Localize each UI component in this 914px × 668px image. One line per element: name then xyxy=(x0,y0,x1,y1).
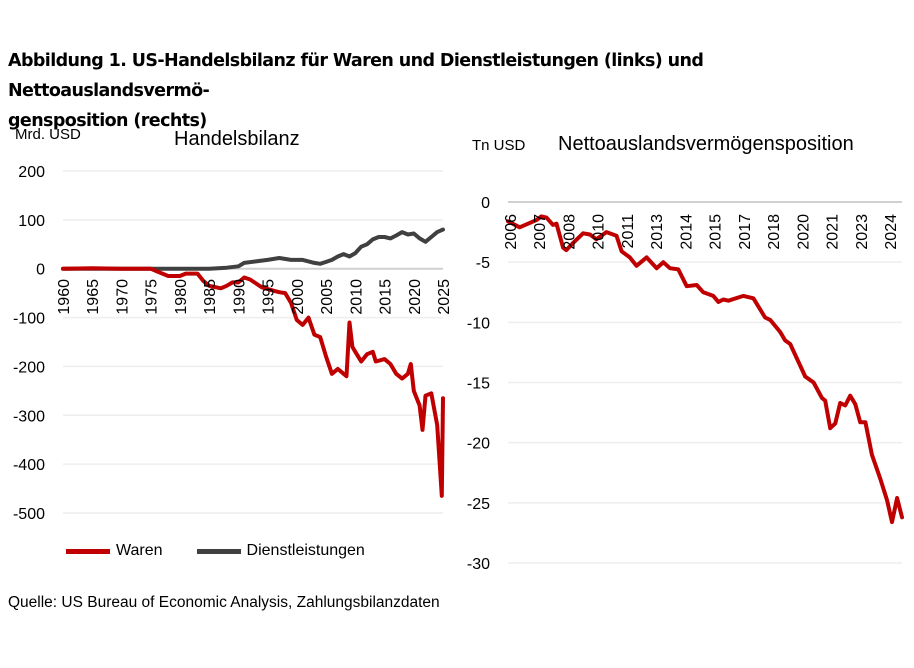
y-tick-label: -400 xyxy=(13,457,45,474)
x-tick-label: 2020 xyxy=(795,214,812,250)
left-legend: Waren Dienstleistungen xyxy=(66,542,399,560)
x-tick-label: 2010 xyxy=(591,214,608,250)
x-tick-label: 2015 xyxy=(708,214,725,250)
x-tick-label: 2010 xyxy=(348,279,365,315)
x-tick-label: 1985 xyxy=(202,279,219,315)
y-tick-label: -500 xyxy=(13,506,45,523)
figure-title-line-1: Abbildung 1. US-Handelsbilanz für Waren … xyxy=(8,51,704,101)
right-chart-title: Nettoauslandsvermögensposition xyxy=(558,133,854,155)
source-note: Quelle: US Bureau of Economic Analysis, … xyxy=(8,594,440,611)
y-tick-label: -30 xyxy=(467,556,490,573)
y-tick-label: -200 xyxy=(13,359,45,376)
legend-item-dienstleistungen: Dienstleistungen xyxy=(196,542,365,560)
series-line-nettoauslandsvermoegensposition xyxy=(506,214,904,525)
x-tick-label: 1975 xyxy=(144,279,161,315)
figure-title: Abbildung 1. US-Handelsbilanz für Waren … xyxy=(8,46,908,136)
x-tick-label: 2000 xyxy=(290,279,307,315)
x-tick-label: 2006 xyxy=(503,214,520,250)
legend-swatch-waren xyxy=(66,548,110,554)
legend-label-waren: Waren xyxy=(116,542,163,559)
x-tick-label: 2023 xyxy=(854,214,871,250)
y-tick-label: 200 xyxy=(18,164,45,181)
x-tick-label: 2018 xyxy=(766,214,783,250)
x-tick-label: 1995 xyxy=(261,279,278,315)
legend-label-dienstleistungen: Dienstleistungen xyxy=(246,542,365,559)
y-tick-label: 100 xyxy=(18,213,45,230)
series-line-dienstleistungen xyxy=(61,227,445,271)
x-tick-label: 2025 xyxy=(436,279,453,315)
x-tick-label: 2008 xyxy=(561,214,578,250)
x-tick-label: 2015 xyxy=(378,279,395,315)
x-tick-label: 2014 xyxy=(678,214,695,250)
x-tick-label: 2005 xyxy=(319,279,336,315)
x-tick-label: 2021 xyxy=(825,214,842,250)
y-tick-label: -20 xyxy=(467,436,490,453)
x-tick-label: 2007 xyxy=(532,214,549,250)
y-tick-label: -5 xyxy=(476,255,490,272)
left-y-unit: Mrd. USD xyxy=(15,126,81,143)
legend-swatch-dienstleistungen xyxy=(196,548,241,554)
x-tick-label: 1990 xyxy=(231,279,248,315)
figure-title-line-2: gensposition (rechts) xyxy=(8,111,207,131)
x-tick-label: 2024 xyxy=(883,214,900,250)
x-tick-label: 2011 xyxy=(620,214,637,249)
x-tick-label: 1980 xyxy=(173,279,190,315)
x-tick-label: 1960 xyxy=(56,279,73,315)
x-tick-label: 2013 xyxy=(649,214,666,250)
y-tick-label: -15 xyxy=(467,376,490,393)
y-tick-label: -25 xyxy=(467,496,490,513)
y-tick-label: -300 xyxy=(13,408,45,425)
y-tick-label: 0 xyxy=(36,262,45,279)
right-y-unit: Tn USD xyxy=(472,137,526,154)
y-tick-label: 0 xyxy=(481,195,490,212)
x-tick-label: 1965 xyxy=(85,279,102,315)
x-tick-label: 1970 xyxy=(114,279,131,315)
series-line-waren xyxy=(61,266,445,498)
legend-item-waren: Waren xyxy=(66,542,163,560)
x-tick-label: 2017 xyxy=(737,214,754,250)
y-tick-label: -10 xyxy=(467,315,490,332)
y-tick-label: -100 xyxy=(13,311,45,328)
left-chart-title: Handelsbilanz xyxy=(174,128,300,150)
x-tick-label: 2020 xyxy=(407,279,424,315)
